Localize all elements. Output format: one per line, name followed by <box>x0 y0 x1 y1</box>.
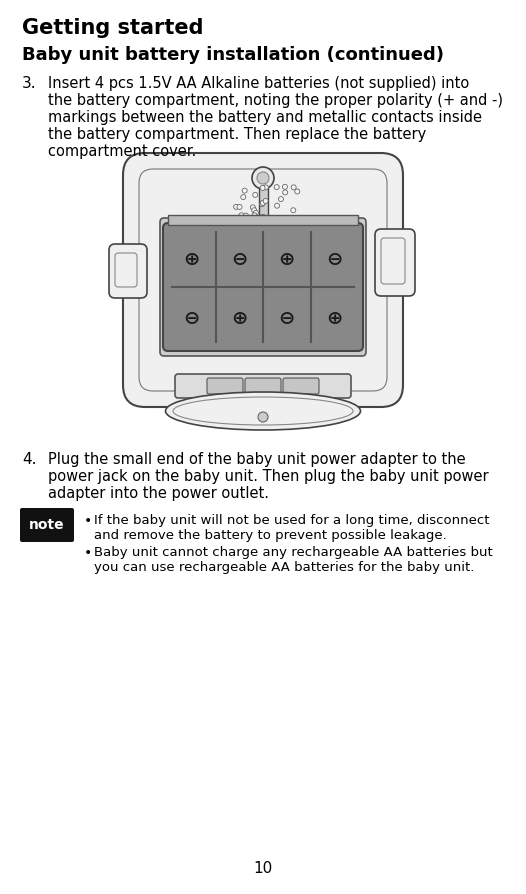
FancyBboxPatch shape <box>109 244 147 298</box>
Text: ⊕: ⊕ <box>279 250 295 269</box>
Circle shape <box>234 205 239 209</box>
Circle shape <box>282 216 288 222</box>
Circle shape <box>242 188 247 193</box>
Circle shape <box>257 172 269 184</box>
Circle shape <box>274 185 279 190</box>
Bar <box>259 188 268 216</box>
Circle shape <box>241 195 246 199</box>
Text: ⊖: ⊖ <box>231 250 247 269</box>
Circle shape <box>275 203 279 208</box>
Circle shape <box>251 207 257 213</box>
FancyBboxPatch shape <box>123 153 403 407</box>
Circle shape <box>252 167 274 189</box>
Circle shape <box>274 222 278 226</box>
Text: the battery compartment. Then replace the battery: the battery compartment. Then replace th… <box>48 127 426 142</box>
FancyBboxPatch shape <box>160 218 366 356</box>
Circle shape <box>260 200 265 206</box>
Circle shape <box>264 185 268 190</box>
Circle shape <box>245 222 250 227</box>
Text: markings between the battery and metallic contacts inside: markings between the battery and metalli… <box>48 110 482 125</box>
FancyBboxPatch shape <box>375 229 415 296</box>
Text: and remove the battery to prevent possible leakage.: and remove the battery to prevent possib… <box>94 529 447 542</box>
Bar <box>168 215 358 225</box>
Text: you can use rechargeable AA batteries for the baby unit.: you can use rechargeable AA batteries fo… <box>94 561 474 574</box>
Circle shape <box>255 223 260 228</box>
Text: note: note <box>29 518 65 532</box>
Text: power jack on the baby unit. Then plug the baby unit power: power jack on the baby unit. Then plug t… <box>48 469 489 484</box>
Text: ⊖: ⊖ <box>184 309 200 328</box>
Text: Insert 4 pcs 1.5V AA Alkaline batteries (not supplied) into: Insert 4 pcs 1.5V AA Alkaline batteries … <box>48 76 469 91</box>
FancyBboxPatch shape <box>163 223 363 351</box>
Text: 10: 10 <box>254 861 272 876</box>
Text: ⊕: ⊕ <box>231 309 247 328</box>
Circle shape <box>252 192 258 198</box>
FancyBboxPatch shape <box>283 378 319 394</box>
FancyBboxPatch shape <box>245 378 281 394</box>
Text: 4.: 4. <box>22 452 36 467</box>
Circle shape <box>260 185 265 190</box>
Circle shape <box>258 215 268 225</box>
Text: 3.: 3. <box>22 76 37 91</box>
Circle shape <box>282 184 287 190</box>
Circle shape <box>291 207 296 213</box>
Circle shape <box>259 201 265 207</box>
Ellipse shape <box>166 392 360 430</box>
Circle shape <box>237 205 242 209</box>
Circle shape <box>294 217 299 223</box>
Text: If the baby unit will not be used for a long time, disconnect: If the baby unit will not be used for a … <box>94 514 490 527</box>
Text: Plug the small end of the baby unit power adapter to the: Plug the small end of the baby unit powe… <box>48 452 466 467</box>
Circle shape <box>259 224 264 228</box>
Circle shape <box>263 198 268 204</box>
FancyBboxPatch shape <box>20 508 74 542</box>
Text: ⊖: ⊖ <box>279 309 295 328</box>
Text: Baby unit cannot charge any rechargeable AA batteries but: Baby unit cannot charge any rechargeable… <box>94 546 493 559</box>
Circle shape <box>244 213 248 218</box>
Text: •: • <box>84 546 92 560</box>
Text: the battery compartment, noting the proper polarity (+ and -): the battery compartment, noting the prop… <box>48 93 503 108</box>
Text: ⊕: ⊕ <box>326 309 342 328</box>
Text: •: • <box>84 514 92 528</box>
Text: compartment cover.: compartment cover. <box>48 144 196 159</box>
Text: ⊕: ⊕ <box>184 250 200 269</box>
Circle shape <box>278 197 284 202</box>
Circle shape <box>295 189 300 194</box>
Circle shape <box>282 190 288 195</box>
FancyBboxPatch shape <box>207 378 243 394</box>
Circle shape <box>252 213 257 218</box>
Text: ⊖: ⊖ <box>326 250 342 269</box>
Text: Getting started: Getting started <box>22 18 204 38</box>
Text: Baby unit battery installation (continued): Baby unit battery installation (continue… <box>22 46 444 64</box>
Text: adapter into the power outlet.: adapter into the power outlet. <box>48 486 269 501</box>
Circle shape <box>254 210 258 215</box>
Circle shape <box>291 185 296 190</box>
Circle shape <box>250 205 255 210</box>
FancyBboxPatch shape <box>175 374 351 398</box>
Circle shape <box>258 412 268 422</box>
Circle shape <box>239 213 244 218</box>
